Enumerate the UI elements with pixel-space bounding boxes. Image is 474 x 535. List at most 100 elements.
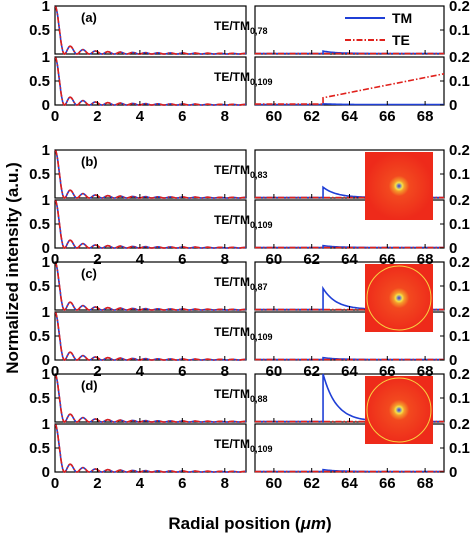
panel-1-0-left-ytick-label: 1 [42, 142, 50, 159]
x-tick-label-right-0: 62 [303, 108, 320, 125]
panel-3-0-left-ytick-label: 1 [42, 366, 50, 383]
legend: TM TE [345, 10, 412, 48]
x-tick-label-left-0: 4 [136, 108, 145, 125]
x-tick-label-right-1: 60 [266, 251, 283, 268]
x-tick-label-left: 0 [51, 475, 59, 492]
panel-1-0-left-ytick-label: 0.5 [29, 166, 50, 183]
group-label-3: (d) [81, 378, 98, 393]
panel-3-0-mode-label: TE/TM0,88 [214, 387, 268, 404]
panel-1-0-mode-label: TE/TM0,83 [214, 163, 268, 180]
x-tick-label-right-1: 64 [341, 251, 358, 268]
panel-3-1-left-ytick-label: 0.5 [29, 440, 50, 457]
x-tick-label-right-2: 60 [266, 363, 283, 380]
inset-ring-3 [366, 377, 432, 443]
panel-2-1-left-ytick-label: 1 [42, 304, 50, 321]
panel-0-0-left-ytick-label: 0.5 [29, 22, 50, 39]
panel-3-1-mode-label: TE/TM0,109 [214, 437, 273, 454]
x-tick-label-right-2: 68 [417, 363, 434, 380]
panel-1-1-te-left [54, 199, 246, 249]
group-label-0: (a) [81, 10, 97, 25]
panel-0-1-right-ytick-label: 0.2 [449, 49, 470, 66]
x-tick-label-right-2: 62 [303, 363, 320, 380]
panel-0-1-right-ytick-label: 0 [449, 97, 457, 114]
panel-1-1-left-ytick-label: 0 [42, 240, 50, 257]
group-label-2: (c) [81, 266, 97, 281]
panels-layer: 0.510.10.2TE/TM0,7800.5100.10.2TE/TM0,10… [29, 0, 470, 492]
panel-0-1-left-ytick-label: 0.5 [29, 73, 50, 90]
panel-0-1-tm-right [255, 102, 444, 106]
panel-2-1-te-left [54, 311, 246, 361]
x-axis-label-prefix: Radial position ( [168, 514, 301, 533]
panel-1-1-right-ytick-label: 0.2 [449, 192, 470, 209]
x-tick-label-right: 68 [417, 475, 434, 492]
x-tick-label-right-0: 66 [379, 108, 396, 125]
panel-0-1-left-ytick-label: 0 [42, 97, 50, 114]
x-tick-label-left-2: 4 [136, 363, 145, 380]
panel-0-0-te-left [54, 5, 246, 55]
x-axis-label: Radial position (μm) [168, 514, 331, 533]
x-tick-label-left-1: 6 [178, 251, 186, 268]
panel-0-1-right-frame [254, 56, 445, 106]
x-tick-label-left-0: 6 [178, 108, 186, 125]
x-tick-label-right-0: 60 [266, 108, 283, 125]
x-tick-label-left-0: 2 [93, 108, 101, 125]
panel-1-1-right-ytick-label: 0.1 [449, 216, 470, 233]
panel-2-0-right-ytick-label: 0.1 [449, 278, 470, 295]
panel-0-0-left-ytick-label: 1 [42, 0, 50, 15]
panel-0-1-mode-label: TE/TM0,109 [214, 70, 273, 87]
panel-3-1-te-left [54, 423, 246, 473]
x-axis-label-unit: μm [300, 514, 326, 533]
panel-2-0-mode-label: TE/TM0,87 [214, 275, 268, 292]
panel-3-1-right-ytick-label: 0 [449, 464, 457, 481]
panel-1-0-te-left [54, 149, 246, 199]
panel-2-0-right-ytick-label: 0.2 [449, 254, 470, 271]
x-tick-label-left-2: 0 [51, 363, 59, 380]
x-tick-label-right-0: 68 [417, 108, 434, 125]
panel-2-1-left-ytick-label: 0.5 [29, 328, 50, 345]
panel-0-0-right-frame [254, 5, 445, 55]
y-axis-label: Normalized intensity (a.u.) [3, 162, 22, 374]
panel-1-1-left-ytick-label: 0.5 [29, 216, 50, 233]
x-tick-label-left: 4 [136, 475, 145, 492]
x-tick-label-left: 6 [178, 475, 186, 492]
panel-0-0-right-ytick-label: 0.1 [449, 22, 470, 39]
panel-2-0-left-ytick-label: 0.5 [29, 278, 50, 295]
panel-1-0-right-ytick-label: 0.2 [449, 142, 470, 159]
panel-1-1-right-ytick-label: 0 [449, 240, 457, 257]
panel-2-0-te-left [54, 261, 246, 311]
x-tick-label-left-1: 2 [93, 251, 101, 268]
panel-2-0-left-ytick-label: 1 [42, 254, 50, 271]
x-tick-label-right-2: 64 [341, 363, 358, 380]
panel-3-1-right-ytick-label: 0.2 [449, 416, 470, 433]
x-tick-label-right: 64 [341, 475, 358, 492]
panel-2-1-right-ytick-label: 0.2 [449, 304, 470, 321]
x-tick-label-left-1: 0 [51, 251, 59, 268]
panel-3-0-right-ytick-label: 0.2 [449, 366, 470, 383]
x-tick-label-left-2: 6 [178, 363, 186, 380]
panel-0-0-mode-label: TE/TM0,78 [214, 19, 268, 36]
panel-2-1-right-ytick-label: 0 [449, 352, 457, 369]
legend-te-label: TE [392, 32, 410, 48]
legend-tm-label: TM [392, 10, 412, 26]
inset-core-1 [365, 152, 433, 220]
panel-3-1-right-ytick-label: 0.1 [449, 440, 470, 457]
x-tick-label-right: 62 [303, 475, 320, 492]
inset-core-3 [365, 376, 433, 444]
panel-3-1-left-ytick-label: 1 [42, 416, 50, 433]
panel-0-1-right-ytick-label: 0.1 [449, 73, 470, 90]
panel-2-1-left-ytick-label: 0 [42, 352, 50, 369]
x-tick-label-left-2: 8 [221, 363, 229, 380]
x-tick-label-right-1: 68 [417, 251, 434, 268]
panel-2-1-mode-label: TE/TM0,109 [214, 325, 273, 342]
x-tick-label-left-0: 8 [221, 108, 229, 125]
inset-ring-2 [366, 265, 432, 331]
x-tick-label-right-1: 62 [303, 251, 320, 268]
panel-3-0-left-ytick-label: 0.5 [29, 390, 50, 407]
x-tick-label-left-1: 8 [221, 251, 229, 268]
panel-3-0-right-ytick-label: 0.1 [449, 390, 470, 407]
panel-1-1-left-ytick-label: 1 [42, 192, 50, 209]
x-tick-label-right-0: 64 [341, 108, 358, 125]
x-tick-label-left: 8 [221, 475, 229, 492]
panel-3-0-te-left [54, 373, 246, 423]
